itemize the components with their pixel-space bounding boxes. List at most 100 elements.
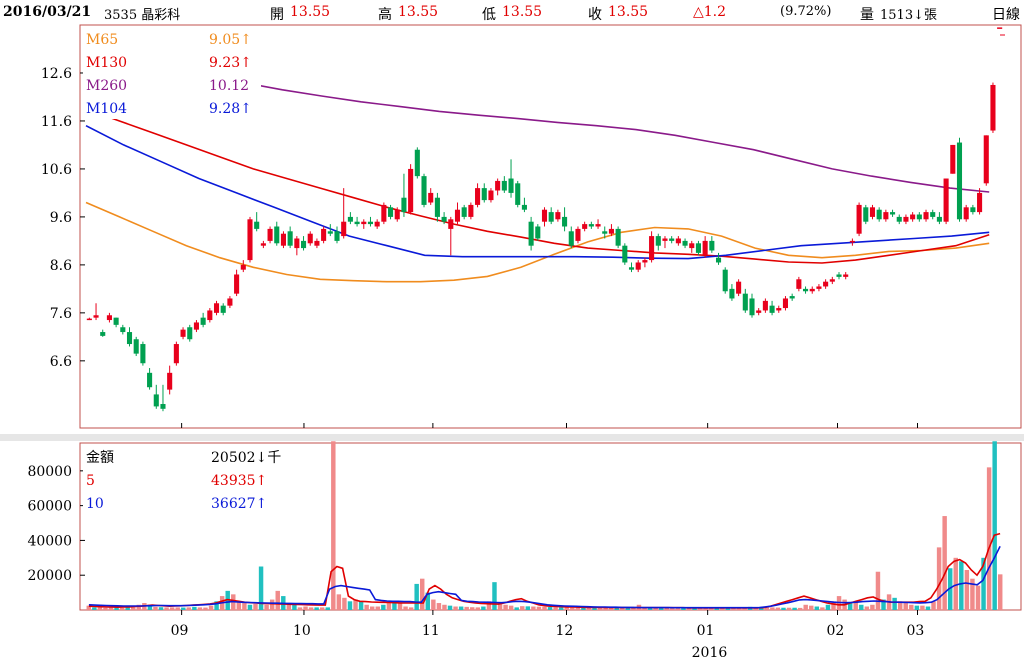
candle-body	[481, 188, 487, 201]
candle-body	[200, 317, 206, 325]
candle-body	[240, 264, 246, 270]
close-label: 收	[588, 7, 602, 23]
volume-bar	[809, 605, 814, 610]
candle-body	[361, 221, 367, 225]
volume-bar	[358, 601, 364, 610]
volume-bar	[720, 608, 725, 610]
volume-bar	[653, 608, 658, 610]
candle-body	[963, 207, 969, 220]
volume-bar	[175, 607, 180, 610]
volume-bar	[314, 607, 319, 610]
candle-body	[756, 310, 762, 313]
ma-line-m104	[85, 124, 990, 260]
x-axis: 09 10 11 12 01 2016 02 03	[171, 610, 924, 661]
candle-body	[910, 214, 916, 220]
volume-label: 量	[860, 7, 874, 23]
volume-bar	[870, 604, 875, 610]
volume-bar	[464, 606, 469, 610]
volume-bar	[570, 607, 575, 610]
candle-body	[890, 212, 896, 215]
candle-body	[207, 310, 213, 321]
volume-bar	[903, 603, 908, 610]
volume-bar	[164, 607, 169, 610]
candle-body	[300, 240, 307, 249]
volume-bar	[264, 604, 269, 610]
candle-body	[762, 300, 768, 311]
low-label: 低	[482, 7, 496, 23]
candle-body	[280, 233, 286, 246]
volume-bar	[692, 608, 697, 610]
candle-body	[695, 243, 701, 253]
change-percent: (9.72%)	[780, 4, 832, 19]
candle-body	[314, 240, 320, 246]
volume-legend-value: 43935↑	[211, 473, 267, 489]
candle-body	[789, 296, 795, 299]
candle-body	[140, 344, 146, 364]
candle-body	[843, 274, 849, 277]
volume-bar	[458, 606, 464, 610]
volume-bar	[369, 606, 375, 610]
volume-bar	[697, 608, 703, 610]
volume-bar	[642, 607, 647, 610]
volume-bar	[586, 607, 592, 610]
candle-body	[86, 318, 92, 321]
volume-bar	[797, 607, 803, 610]
open-label: 開	[270, 7, 284, 23]
volume-y-tick-label: 40000	[27, 533, 72, 549]
x-tick-label: 09	[171, 623, 189, 639]
volume-bar	[503, 604, 508, 610]
volume-bar	[875, 571, 881, 610]
candle-body	[642, 260, 648, 263]
volume-bar	[147, 604, 153, 610]
candle-body	[803, 288, 809, 292]
volume-bar	[686, 608, 692, 610]
volume-bar	[236, 601, 242, 610]
candle-body	[675, 238, 681, 244]
volume-bar	[909, 604, 914, 610]
candle-body	[582, 224, 588, 229]
volume-bar	[714, 608, 720, 610]
volume-bar	[597, 607, 603, 610]
volume-bar	[542, 606, 547, 610]
volume-bar	[158, 607, 164, 610]
volume-bar	[408, 607, 414, 610]
volume-bar	[831, 601, 836, 610]
volume-bar	[970, 578, 975, 610]
volume-bar	[947, 568, 953, 610]
volume-bar	[775, 607, 781, 610]
volume-bar	[347, 601, 353, 610]
volume-panel: 20000 40000 60000 80000 金額 20502↓千 5 43935↑ 10 36…	[27, 441, 1022, 611]
candle-body	[247, 219, 253, 261]
volume-bar	[253, 603, 258, 610]
volume-bar	[731, 608, 736, 610]
volume-bar	[214, 601, 219, 610]
candle-body	[588, 224, 594, 227]
candle-body	[113, 317, 119, 325]
candle-body	[367, 221, 374, 225]
candle-body	[495, 180, 501, 191]
volume-bar	[675, 608, 681, 610]
candle-body	[401, 197, 407, 213]
volume-bar	[881, 599, 886, 610]
x-tick-label: 03	[906, 623, 924, 639]
candle-body	[160, 404, 166, 409]
volume-bar	[514, 607, 519, 610]
volume-bar	[425, 592, 431, 610]
volume-bar	[475, 607, 481, 610]
candle-body	[234, 274, 240, 294]
legend-value-m130: 9.23↑	[209, 55, 252, 71]
volume-bar	[670, 608, 675, 610]
volume-legend-box	[83, 446, 293, 515]
volume-bar	[336, 594, 342, 610]
volume-bar	[820, 607, 825, 610]
candle-body	[180, 329, 186, 337]
candle-body	[615, 228, 621, 246]
candle-body	[709, 240, 715, 251]
candle-body	[153, 394, 159, 407]
volume-bar	[770, 607, 775, 610]
candle-body	[408, 168, 414, 213]
candle-body	[454, 209, 461, 222]
legend-name-m130: M130	[86, 55, 127, 71]
volume-bar	[319, 607, 325, 610]
candle-body	[689, 243, 695, 249]
